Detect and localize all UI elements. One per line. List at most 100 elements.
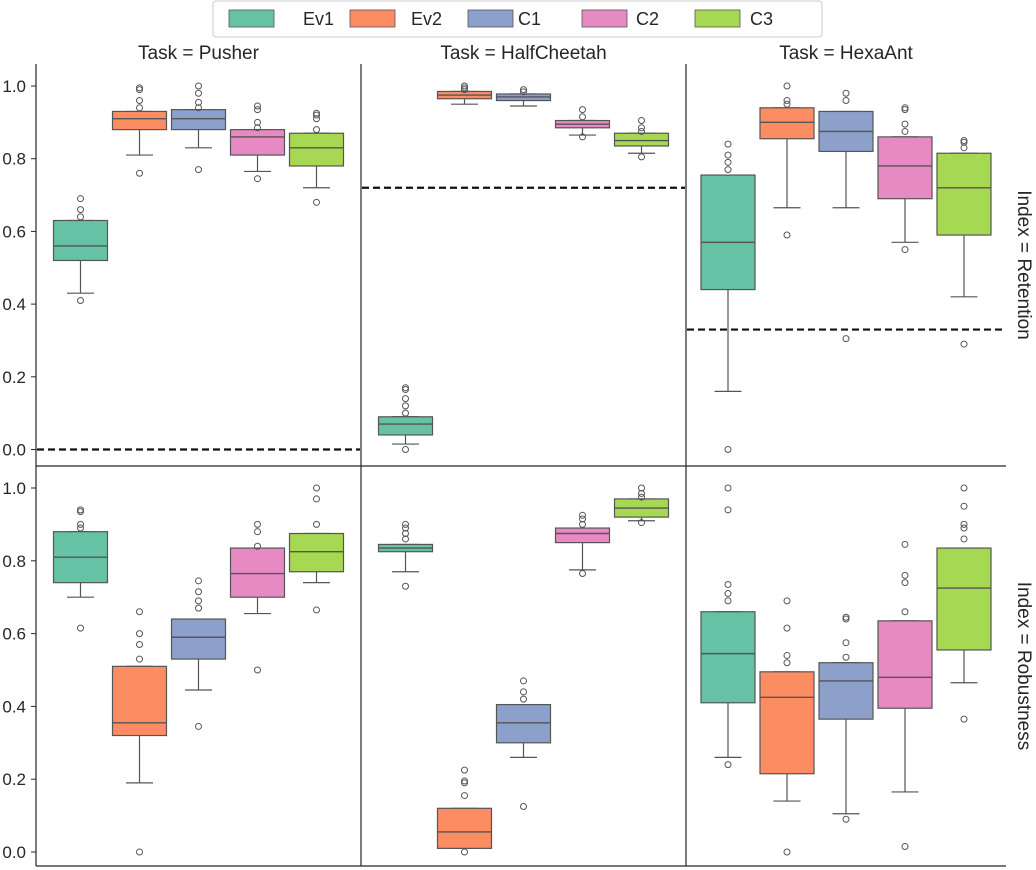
outlier-ev1	[77, 195, 84, 203]
outlier-ev1	[402, 520, 409, 528]
outlier-c3	[313, 109, 320, 117]
outlier-ev2	[136, 630, 143, 638]
outlier-c1	[195, 588, 202, 596]
outlier-c1	[520, 677, 527, 685]
panel-r1-c0	[52, 484, 345, 856]
y-tick-label: 0.2	[2, 368, 26, 387]
outlier-c1	[842, 639, 850, 647]
outlier-ev1	[77, 206, 84, 214]
outlier-c2	[579, 133, 586, 141]
outlier-c3	[960, 340, 968, 348]
y-tick-label: 0.4	[2, 295, 26, 314]
outlier-ev1	[724, 446, 732, 453]
facet-panels: 0.0 0.2 0.4 0.6 0.8 1.0 0.0 0.2 0.4 0.6 0.8 1.0	[2, 64, 1006, 867]
outlier-ev2	[783, 97, 791, 105]
outlier-c2	[579, 515, 586, 523]
outlier-ev2	[136, 104, 143, 112]
box-c2	[877, 620, 933, 709]
outlier-c1	[842, 97, 850, 105]
outlier-ev1	[724, 158, 732, 166]
outlier-ev2	[136, 97, 143, 105]
outlier-c1	[195, 89, 202, 97]
outlier-ev2	[461, 766, 468, 774]
y-tick-label: 0.6	[2, 222, 26, 241]
y-tick-label: 0.0	[2, 843, 26, 862]
outlier-ev2	[461, 848, 468, 856]
outlier-c2	[254, 175, 261, 183]
legend: Ev1 Ev2 C1 C2 C3	[212, 0, 823, 38]
box-c1	[170, 618, 227, 660]
legend-label-c1: C1	[518, 9, 541, 29]
outlier-ev1	[724, 140, 732, 148]
y-tick-label: 0.2	[2, 770, 26, 789]
outlier-c1	[195, 722, 202, 730]
outlier-c2	[579, 511, 586, 519]
outlier-c2	[579, 106, 586, 114]
outlier-c1	[195, 82, 202, 90]
outlier-ev2	[783, 100, 791, 108]
outlier-ev1	[402, 535, 409, 543]
outlier-ev1	[77, 296, 84, 304]
outlier-ev1	[77, 524, 84, 532]
outlier-c2	[901, 127, 909, 135]
outlier-c3	[638, 153, 645, 161]
outlier-c2	[901, 540, 909, 548]
outlier-c1	[195, 577, 202, 585]
box-ev2	[436, 807, 493, 849]
outlier-ev2	[136, 86, 143, 94]
outlier-c3	[960, 137, 968, 145]
panel-r0-c0	[37, 82, 360, 451]
box-c2	[229, 129, 286, 156]
outlier-c2	[901, 579, 909, 587]
outlier-ev1	[77, 506, 84, 514]
box-ev1	[52, 219, 109, 262]
outlier-c2	[254, 520, 261, 528]
outlier-c2	[254, 542, 261, 550]
box-ev2	[111, 110, 168, 131]
outlier-c3	[313, 198, 320, 206]
outlier-c1	[520, 695, 527, 703]
outlier-ev2	[461, 86, 468, 94]
outlier-c2	[901, 843, 909, 851]
outlier-ev1	[724, 506, 732, 514]
box-c1	[495, 703, 552, 744]
outlier-ev2	[136, 641, 143, 649]
outlier-c3	[313, 520, 320, 528]
outlier-c3	[313, 126, 320, 134]
legend-label-ev1: Ev1	[303, 9, 334, 29]
y-tick-label: 0.6	[2, 625, 26, 644]
outlier-c3	[313, 115, 320, 123]
outlier-c2	[901, 106, 909, 114]
column-title-1: Task = HalfCheetah	[440, 43, 606, 64]
column-title-2: Task = HexaAnt	[779, 43, 913, 64]
outlier-ev1	[402, 402, 409, 410]
outlier-c3	[638, 489, 645, 497]
outlier-c2	[579, 520, 586, 528]
outlier-c2	[901, 608, 909, 616]
box-c3	[288, 132, 345, 167]
outlier-ev2	[783, 231, 791, 239]
box-c3	[936, 547, 992, 651]
outlier-ev2	[136, 84, 143, 92]
outlier-c3	[960, 484, 968, 492]
legend-swatch-ev2	[349, 9, 396, 28]
outlier-ev1	[724, 580, 732, 588]
axes-lines	[35, 64, 1006, 867]
outlier-ev1	[402, 582, 409, 590]
outlier-c3	[960, 535, 968, 543]
outlier-ev1	[77, 508, 84, 516]
outlier-ev2	[783, 624, 791, 632]
legend-swatch-c2	[581, 9, 628, 28]
outlier-c1	[195, 104, 202, 112]
outlier-c2	[901, 104, 909, 112]
outlier-c1	[842, 615, 850, 623]
box-ev1	[700, 611, 756, 704]
outlier-ev1	[402, 395, 409, 403]
outlier-c2	[254, 118, 261, 126]
outlier-ev2	[461, 779, 468, 787]
outlier-c1	[520, 86, 527, 94]
outlier-c1	[195, 166, 202, 174]
outlier-ev1	[77, 213, 84, 221]
box-c3	[936, 152, 992, 236]
